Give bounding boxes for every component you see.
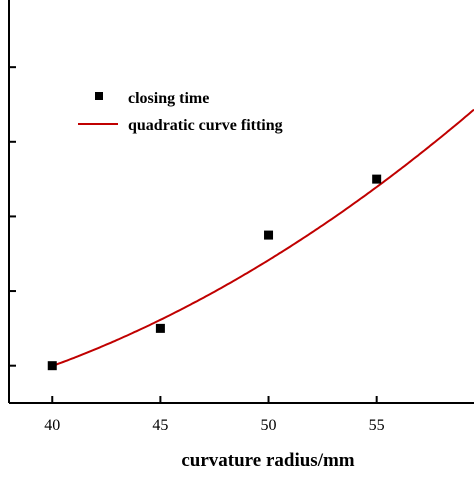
legend-label-quadratic-fit: quadratic curve fitting bbox=[128, 117, 283, 134]
data-point bbox=[372, 174, 382, 184]
axes bbox=[8, 0, 474, 404]
x-tick-labels: 40 45 50 55 bbox=[44, 417, 384, 434]
fit-curve bbox=[51, 108, 474, 367]
x-tick-label: 50 bbox=[261, 417, 277, 434]
legend: closing time quadratic curve fitting bbox=[78, 90, 283, 134]
data-point bbox=[264, 230, 274, 240]
data-point bbox=[155, 323, 165, 333]
x-tick-label: 45 bbox=[152, 417, 168, 434]
data-points bbox=[47, 174, 382, 371]
x-axis-title: curvature radius/mm bbox=[181, 450, 354, 471]
legend-marker-closing-time bbox=[95, 92, 103, 100]
x-tick-label: 40 bbox=[44, 417, 60, 434]
legend-label-closing-time: closing time bbox=[128, 90, 209, 107]
fit-curve-group bbox=[51, 108, 474, 367]
data-point bbox=[47, 361, 57, 371]
x-tick-label: 55 bbox=[369, 417, 385, 434]
tick-marks bbox=[9, 66, 378, 403]
